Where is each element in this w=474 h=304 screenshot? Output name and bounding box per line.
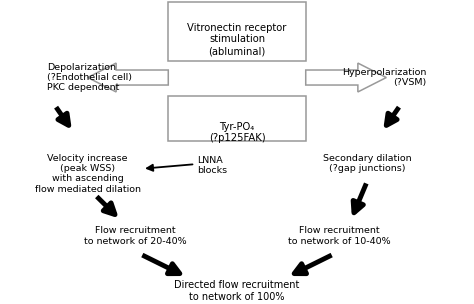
Text: Tyr-PO₄
(?p125FAK): Tyr-PO₄ (?p125FAK) [209, 122, 265, 143]
Text: Directed flow recruitment
to network of 100%: Directed flow recruitment to network of … [174, 280, 300, 302]
Text: LNNA
blocks: LNNA blocks [197, 156, 227, 175]
Text: Vitronectin receptor
stimulation
(abluminal): Vitronectin receptor stimulation (ablumi… [187, 23, 287, 56]
Bar [168, 96, 306, 141]
Text: Flow recruitment
to network of 10-40%: Flow recruitment to network of 10-40% [288, 226, 390, 246]
Polygon shape [306, 63, 386, 92]
Text: Flow recruitment
to network of 20-40%: Flow recruitment to network of 20-40% [84, 226, 186, 246]
Text: Velocity increase
(peak WSS)
with ascending
flow mediated dilation: Velocity increase (peak WSS) with ascend… [35, 154, 141, 194]
Text: Hyperpolarization
(?VSM): Hyperpolarization (?VSM) [342, 68, 427, 87]
Text: Secondary dilation
(?gap junctions): Secondary dilation (?gap junctions) [323, 154, 411, 173]
Bar [168, 2, 306, 61]
Polygon shape [88, 63, 168, 92]
Text: Depolarization
(?Endothelial cell)
PKC dependent: Depolarization (?Endothelial cell) PKC d… [47, 63, 132, 92]
